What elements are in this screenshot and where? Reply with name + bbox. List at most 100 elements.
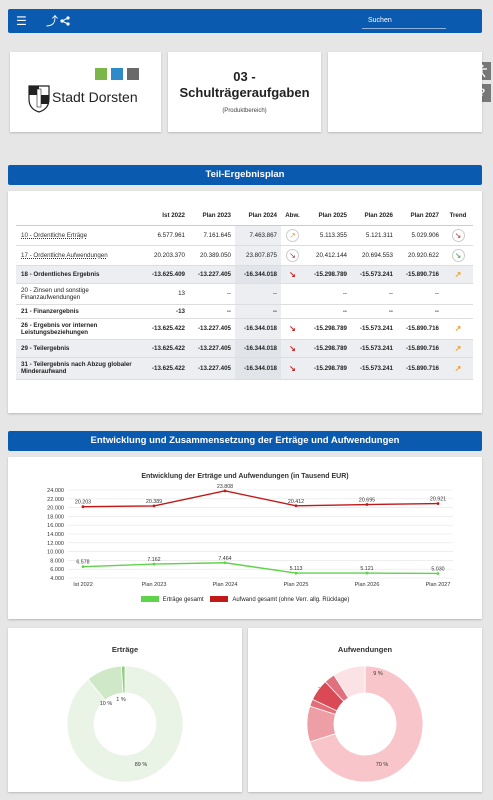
product-number: 03 -	[233, 69, 256, 84]
line-chart-title: Entwicklung der Erträge und Aufwendungen…	[141, 473, 349, 480]
value-cell: --	[304, 304, 351, 319]
donut-chart-ertraege: 89 % 10 %1 %	[66, 665, 184, 783]
share-icon[interactable]	[60, 13, 70, 30]
data-point	[365, 571, 369, 575]
row-label-text: 20 - Zinsen und sonstige Finanzaufwendun…	[21, 286, 89, 301]
value-cell: -15.890.716	[397, 339, 443, 358]
value-cell: -15.573.241	[351, 265, 397, 284]
deviation-arrow-icon[interactable]: ↗	[286, 228, 299, 242]
value-cell: --	[304, 283, 351, 305]
deviation-arrow-icon: ↘	[289, 343, 296, 353]
hamburger-icon[interactable]: ☰	[16, 14, 27, 28]
table-row[interactable]: 10 - Ordentliche Erträge 6.577.961 7.161.6…	[16, 225, 473, 246]
value-cell: 5.121.311	[351, 225, 397, 246]
value-cell: -16.344.018	[235, 318, 281, 340]
data-label: 23.808	[217, 484, 233, 490]
pie-card-ertraege: Erträge 89 % 10 % 1 %	[8, 628, 242, 792]
col-header: Ist 2022	[146, 207, 189, 226]
legend-item-ertraege[interactable]: Erträge gesamt	[140, 596, 204, 603]
value-cell: -15.890.716	[397, 357, 443, 380]
donut-slice[interactable]	[333, 665, 366, 699]
logo-text: Stadt Dorsten	[52, 89, 138, 105]
trend-arrow-icon[interactable]: ↘	[451, 248, 465, 262]
deviation-arrow-icon[interactable]: ↘	[286, 248, 299, 262]
data-label: 5.030	[431, 566, 444, 572]
donut-slice[interactable]	[66, 665, 184, 783]
value-cell: -16.344.018	[235, 339, 281, 358]
legend-label: Aufwand gesamt (ohne Verr. allg. Rücklag…	[232, 597, 350, 603]
data-point	[294, 571, 298, 575]
row-label-text: 31 - Teilergebnis nach Abzug globaler Mi…	[21, 361, 132, 375]
row-label: 29 - Teilergebnis	[16, 339, 146, 358]
table-row: 18 - Ordentliches Ergebnis -13.625.409 -13…	[16, 265, 473, 284]
row-label[interactable]: 17 - Ordentliche Aufwendungen	[16, 245, 146, 266]
logo-square-green	[95, 68, 107, 80]
series-line-1	[82, 490, 439, 508]
table-row[interactable]: 17 - Ordentliche Aufwendungen 20.203.370 2…	[16, 245, 473, 266]
abw-cell: ↗	[281, 225, 304, 246]
top-navigation-bar: ☰ ⤴ Suchen	[8, 9, 482, 33]
donut-slice[interactable]	[309, 665, 424, 783]
section-title-teil-ergebnisplan: Teil-Ergebnisplan	[8, 165, 482, 185]
row-label-text: 21 - Finanzergebnis	[21, 307, 79, 315]
legend-item-aufwand[interactable]: Aufwand gesamt (ohne Verr. allg. Rücklag…	[210, 596, 350, 603]
legend-label: Erträge gesamt	[162, 597, 204, 603]
data-label: 20.389	[146, 499, 162, 505]
trend-cell: ↗	[443, 357, 473, 380]
value-cell: -16.344.018	[235, 357, 281, 380]
value-cell: -13.227.405	[189, 265, 235, 284]
trend-cell: ↗	[443, 339, 473, 358]
value-cell: 13	[146, 283, 189, 305]
value-cell: -15.890.716	[397, 265, 443, 284]
abw-cell: ↘	[281, 318, 304, 340]
y-tick-label: 8.000	[50, 558, 64, 564]
donut-chart-aufwendungen: 70 %10 %2 %6 %3 %9 %	[306, 665, 424, 783]
value-cell: -16.344.018	[235, 265, 281, 284]
value-cell: -13.625.422	[146, 339, 189, 358]
trend-arrow-icon: ↗	[454, 324, 462, 333]
value-cell: 7.463.867	[235, 225, 281, 246]
search-input[interactable]: Suchen	[362, 14, 446, 29]
abw-cell: ↘	[281, 339, 304, 358]
trend-cell: ↗	[443, 265, 473, 284]
section-title-entwicklung: Entwicklung und Zusammensetzung der Ertr…	[8, 431, 482, 451]
value-cell: --	[351, 283, 397, 305]
col-header: Trend	[443, 207, 473, 226]
value-cell: -13.227.405	[189, 339, 235, 358]
table-row: 20 - Zinsen und sonstige Finanzaufwendun…	[16, 283, 473, 305]
value-cell: 7.161.645	[189, 225, 235, 246]
row-label[interactable]: 10 - Ordentliche Erträge	[16, 225, 146, 246]
value-cell: -15.573.241	[351, 318, 397, 340]
data-label: 6.578	[76, 560, 89, 566]
deviation-arrow-icon: ↘	[289, 324, 296, 333]
data-point	[223, 489, 227, 493]
x-tick-label: Plan 2025	[284, 582, 309, 588]
coat-of-arms-icon	[28, 85, 50, 113]
data-label: 7.162	[147, 557, 160, 563]
trend-cell: ↗	[443, 318, 473, 340]
y-tick-label: 10.000	[47, 550, 64, 556]
col-header: Abw.	[281, 207, 304, 226]
table-header-row: Ist 2022 Plan 2023 Plan 2024 Abw. Plan 2…	[16, 207, 473, 226]
x-tick-label: Ist 2022	[73, 582, 93, 588]
data-point	[81, 565, 85, 569]
deviation-arrow-icon: ↘	[289, 269, 296, 279]
export-icon[interactable]: ⤴	[46, 14, 59, 28]
donut-slice[interactable]	[120, 665, 126, 694]
table-row: 26 - Ergebnis vor internen Leistungsbezi…	[16, 318, 473, 340]
trend-cell: ↘	[443, 245, 473, 266]
row-link[interactable]: 10 - Ordentliche Erträge	[21, 231, 88, 239]
pie-card-aufwendungen: Aufwendungen 70 %10 %2 %6 %3 %9 %	[248, 628, 482, 792]
legend-swatch	[210, 596, 229, 602]
value-cell: --	[235, 283, 281, 305]
abw-cell	[281, 304, 304, 319]
row-link[interactable]: 17 - Ordentliche Aufwendungen	[21, 251, 108, 259]
logo-square-blue	[111, 68, 123, 80]
value-cell: -13.227.405	[189, 357, 235, 380]
trend-arrow-icon[interactable]: ↘	[451, 228, 465, 242]
pie-title-ertraege: Erträge	[111, 645, 139, 654]
value-cell: 20.412.144	[304, 245, 351, 266]
x-tick-label: Plan 2024	[213, 582, 238, 588]
table-row: 21 - Finanzergebnis -13 -- -- -- -- --	[16, 304, 473, 319]
slice-label: 70 %	[376, 762, 389, 768]
